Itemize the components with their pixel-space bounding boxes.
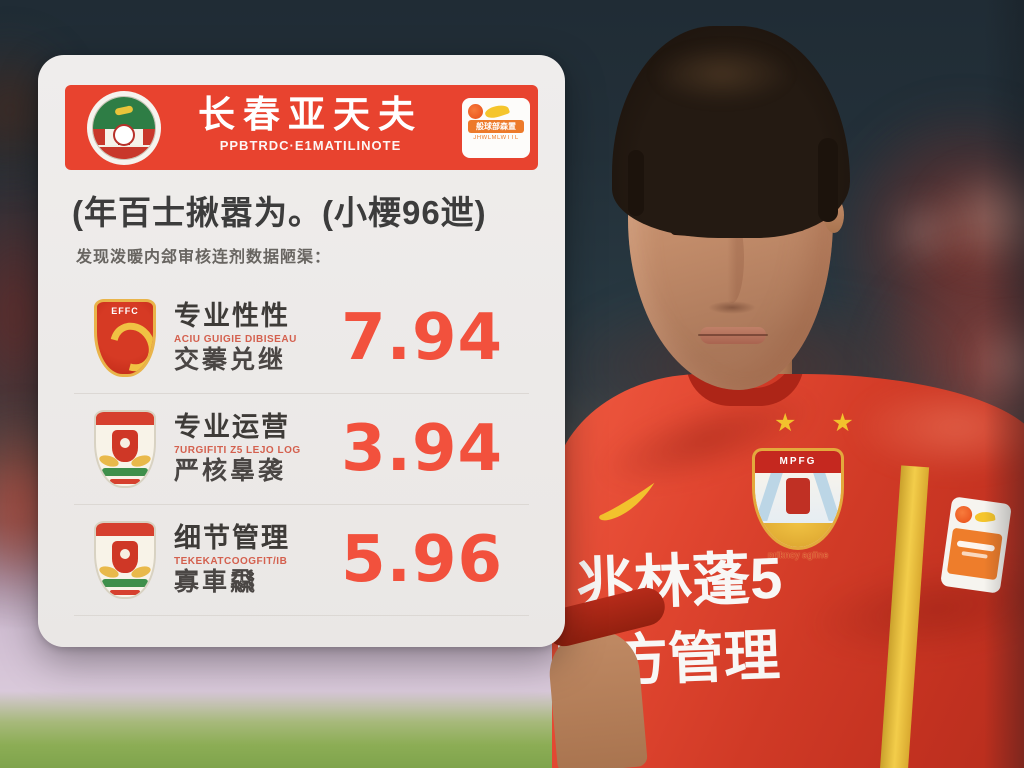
team-badge-icon — [94, 410, 156, 488]
rating-row: EFFC 专业性性 ACIU GUIGIE DIBISEAU 交蓁兑继 7.94 — [74, 283, 529, 394]
ratings-card: 长春亚天夫 PPBTRDC·E1MATILINOTE 般球部森置 JHWLMLW… — [38, 55, 565, 647]
rating-value: 3.94 — [341, 412, 503, 486]
right-edge-vignette — [984, 0, 1024, 768]
jersey-crest-banner: MPFG — [755, 451, 841, 473]
jersey-crest: MPFG prikncy agiine — [752, 448, 844, 560]
team-badge-icon: EFFC — [94, 299, 156, 377]
rating-note: ACIU GUIGIE DIBISEAU — [174, 333, 297, 345]
sponsor-logo-icon — [468, 104, 483, 119]
rating-row: 细节管理 TEKEKATCOOGFIT/IB 寡車飝 5.96 — [74, 505, 529, 616]
club-crest-icon — [87, 91, 161, 165]
badge-horse-icon — [101, 314, 153, 374]
badge-text: EFFC — [111, 306, 139, 316]
sponsor-leaf-icon — [483, 102, 511, 121]
bokeh-light — [895, 205, 950, 260]
rating-value: 7.94 — [341, 301, 503, 375]
card-header-banner: 长春亚天夫 PPBTRDC·E1MATILINOTE 般球部森置 JHWLMLW… — [65, 85, 538, 170]
sponsor-small-text: JHWLMLWTTL — [473, 135, 519, 141]
rating-label: 专业运营 — [174, 411, 290, 442]
jersey-highlight — [852, 380, 1024, 475]
jersey-crest-motto: prikncy agiine — [767, 550, 829, 560]
rating-note: TEKEKATCOOGFIT/IB — [174, 555, 288, 567]
club-subtitle: PPBTRDC·E1MATILINOTE — [219, 137, 402, 153]
rating-value: 5.96 — [341, 523, 503, 597]
rating-row: 专业运营 7URGIFITI Z5 LEJO LOG 严核辠袭 3.94 — [74, 394, 529, 505]
team-badge-icon — [94, 521, 156, 599]
ratings-list: EFFC 专业性性 ACIU GUIGIE DIBISEAU 交蓁兑继 7.94 — [74, 283, 529, 616]
rating-label: 细节管理 — [174, 522, 290, 553]
jersey-stars-icon: ★ ★ — [774, 409, 868, 437]
sponsor-badge-icon: 般球部森置 JHWLMLWTTL — [462, 98, 530, 158]
club-name: 长春亚天夫 — [198, 94, 423, 135]
rating-note: 7URGIFITI Z5 LEJO LOG — [174, 444, 301, 456]
player-hair — [612, 26, 850, 238]
rating-sublabel: 寡車飝 — [174, 567, 259, 596]
rating-label: 专业性性 — [174, 300, 290, 331]
rating-sublabel: 严核辠袭 — [174, 456, 287, 485]
card-subtitle: 发现泼暖内郐审核连剂数据陋渠： — [76, 249, 332, 266]
rating-sublabel: 交蓁兑继 — [174, 345, 287, 374]
patch-logo-icon — [954, 504, 974, 524]
sponsor-band-text: 般球部森置 — [468, 120, 524, 133]
card-title: (年百士揪嚣为。(小楆96迣) — [72, 194, 487, 231]
nike-swoosh-icon — [599, 482, 655, 521]
